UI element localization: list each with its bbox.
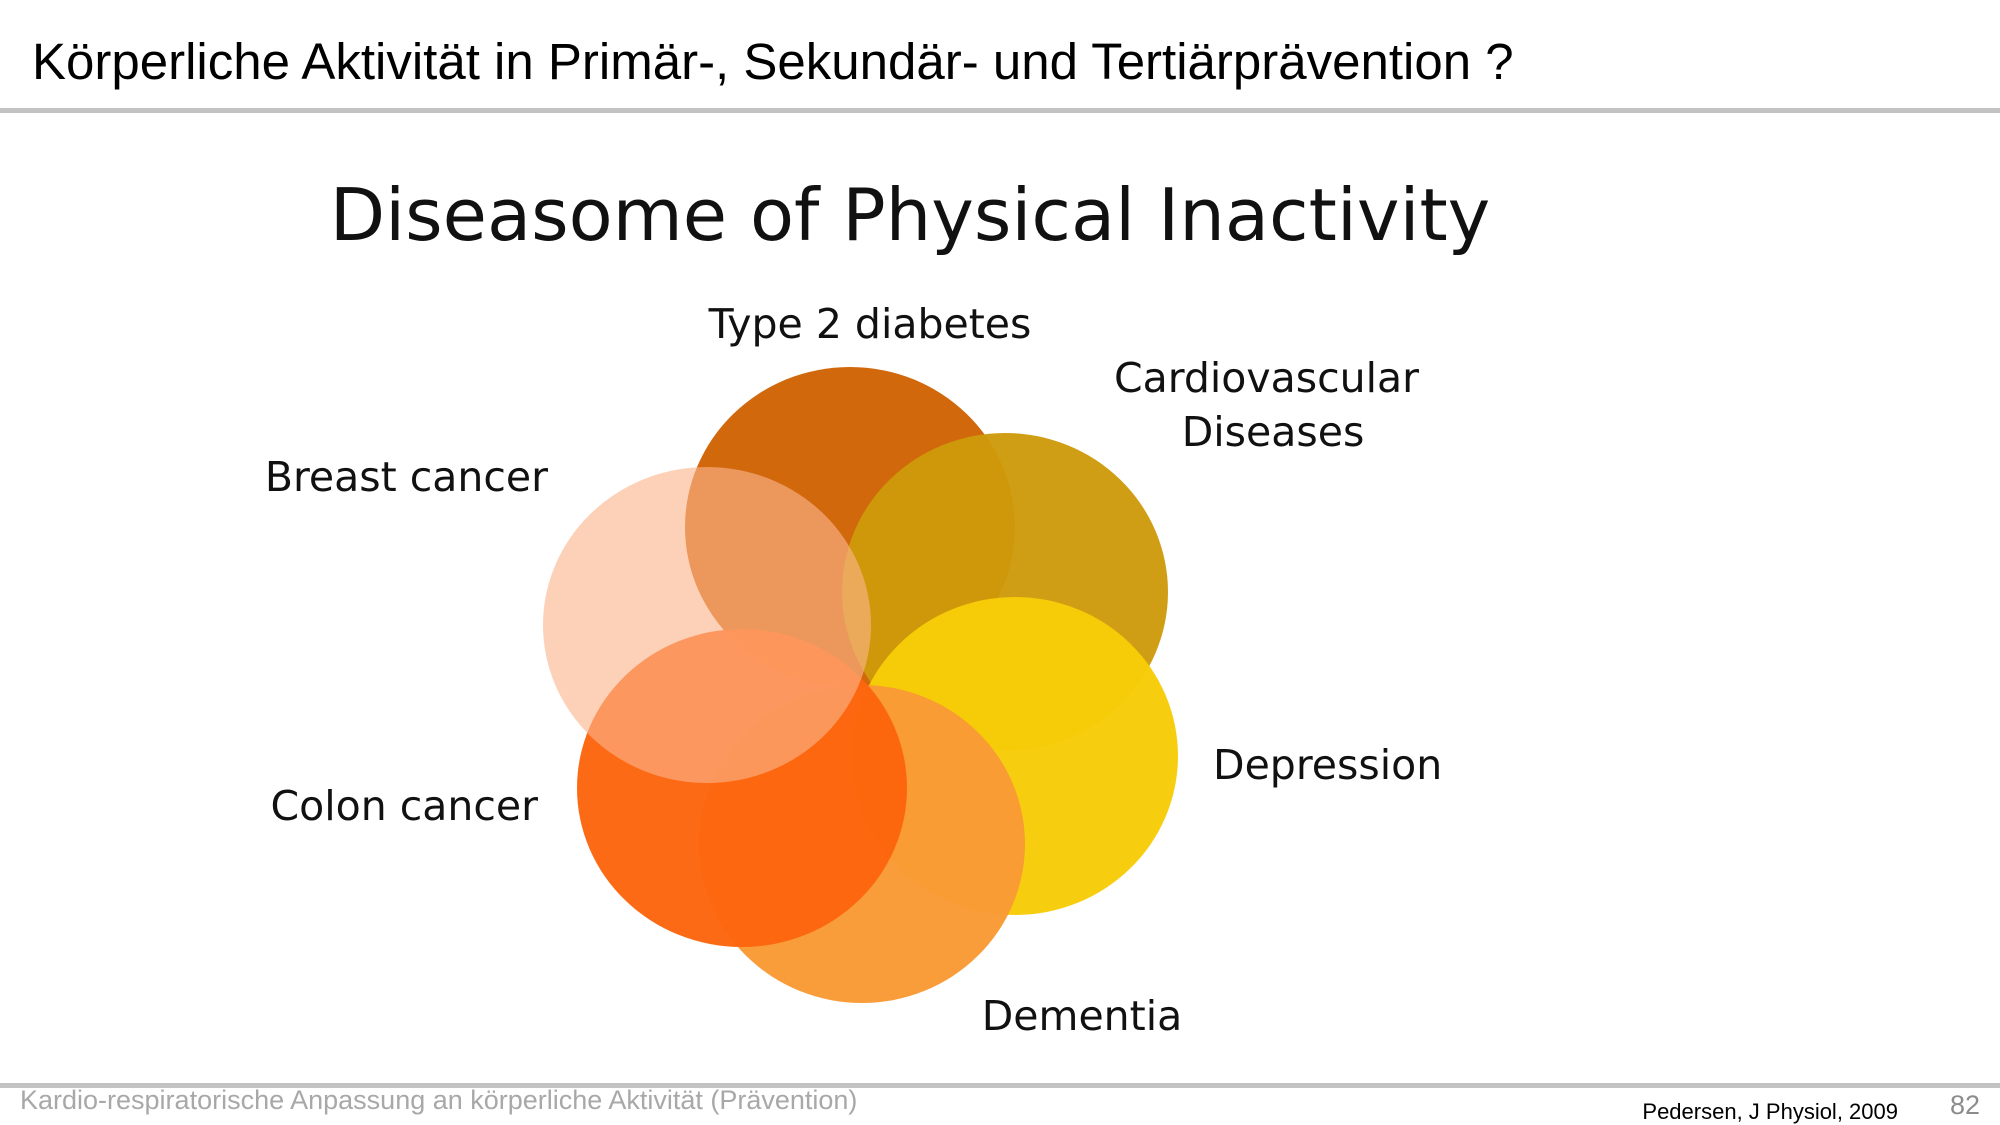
cardiovascular-diseases-label-line-1: Cardiovascular	[1114, 354, 1419, 402]
header-divider	[0, 108, 2000, 113]
depression-label: Depression	[1213, 741, 1442, 789]
type-2-diabetes-label: Type 2 diabetes	[708, 300, 1032, 348]
page-number: 82	[1949, 1090, 1980, 1120]
source-citation: Pedersen, J Physiol, 2009	[1642, 1099, 1898, 1124]
breast-cancer-label: Breast cancer	[265, 453, 548, 501]
cardiovascular-diseases-label-line-2: Diseases	[1182, 408, 1365, 456]
footer-text: Kardio-respiratorische Anpassung an körp…	[20, 1085, 858, 1115]
diagram-title: Diseasome of Physical Inactivity	[330, 173, 1491, 257]
dementia-label: Dementia	[982, 992, 1183, 1040]
cardiovascular-diseases-label: Cardiovascular Diseases	[1114, 354, 1432, 456]
slide-title: Körperliche Aktivität in Primär-, Sekund…	[32, 33, 1514, 90]
colon-cancer-label: Colon cancer	[271, 782, 539, 830]
breast-cancer-circle	[543, 467, 871, 783]
footer-divider	[0, 1083, 2000, 1088]
